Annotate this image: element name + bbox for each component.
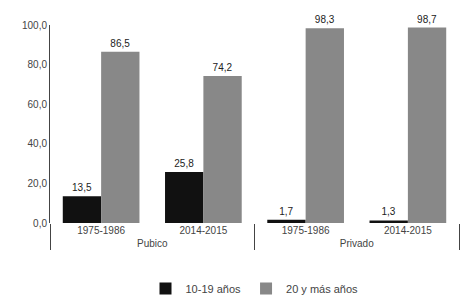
svg-text:Pubico: Pubico <box>137 238 168 249</box>
svg-text:60,0: 60,0 <box>28 99 48 110</box>
svg-text:98,7: 98,7 <box>417 14 437 25</box>
svg-text:Privado: Privado <box>340 238 374 249</box>
svg-text:1975-1986: 1975-1986 <box>77 225 125 236</box>
svg-text:74,2: 74,2 <box>213 62 233 73</box>
svg-text:0,0: 0,0 <box>33 218 47 229</box>
svg-text:13,5: 13,5 <box>72 182 92 193</box>
svg-text:1,3: 1,3 <box>382 206 396 217</box>
svg-text:1975-1986: 1975-1986 <box>282 225 330 236</box>
svg-text:100,0: 100,0 <box>22 20 47 31</box>
svg-text:2014-2015: 2014-2015 <box>384 225 432 236</box>
svg-text:98,3: 98,3 <box>315 14 335 25</box>
svg-text:40,0: 40,0 <box>28 138 48 149</box>
svg-text:1,7: 1,7 <box>279 206 293 217</box>
svg-text:80,0: 80,0 <box>28 59 48 70</box>
svg-text:86,5: 86,5 <box>110 38 130 49</box>
svg-text:10-19 años: 10-19 años <box>186 283 242 295</box>
svg-text:25,8: 25,8 <box>174 158 194 169</box>
svg-text:20,0: 20,0 <box>28 178 48 189</box>
svg-text:20 y más años: 20 y más años <box>286 283 358 295</box>
svg-text:2014-2015: 2014-2015 <box>179 225 227 236</box>
